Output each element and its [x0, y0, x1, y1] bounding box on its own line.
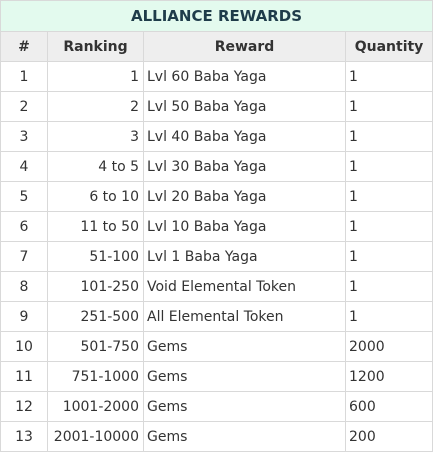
cell-number: 7 — [0, 241, 48, 272]
cell-number: 5 — [0, 181, 48, 212]
cell-number: 8 — [0, 271, 48, 302]
cell-quantity: 200 — [344, 421, 433, 452]
cell-ranking: 751-1000 — [47, 361, 144, 392]
cell-quantity: 600 — [344, 391, 433, 422]
cell-reward: Lvl 10 Baba Yaga — [143, 211, 346, 242]
cell-ranking: 4 to 5 — [47, 151, 144, 182]
cell-number: 3 — [0, 121, 48, 152]
table-row: 11 751-1000 Gems 1200 — [0, 361, 433, 392]
cell-number: 12 — [0, 391, 48, 422]
cell-quantity: 1 — [344, 181, 433, 212]
cell-ranking: 251-500 — [47, 301, 144, 332]
cell-number: 10 — [0, 331, 48, 362]
table-title: ALLIANCE REWARDS — [0, 0, 433, 32]
cell-reward: Gems — [143, 391, 346, 422]
cell-quantity: 1 — [344, 91, 433, 122]
cell-number: 2 — [0, 91, 48, 122]
table-row: 8 101-250 Void Elemental Token 1 — [0, 271, 433, 302]
table-row: 6 11 to 50 Lvl 10 Baba Yaga 1 — [0, 211, 433, 242]
column-header-reward: Reward — [143, 31, 346, 62]
table-row: 1 1 Lvl 60 Baba Yaga 1 — [0, 61, 433, 92]
table-row: 13 2001-10000 Gems 200 — [0, 421, 433, 452]
cell-ranking: 2001-10000 — [47, 421, 144, 452]
cell-reward: Lvl 60 Baba Yaga — [143, 61, 346, 92]
column-header-ranking: Ranking — [47, 31, 144, 62]
cell-quantity: 1 — [344, 301, 433, 332]
table-row: 12 1001-2000 Gems 600 — [0, 391, 433, 422]
column-header-quantity: Quantity — [344, 31, 433, 62]
cell-ranking: 1001-2000 — [47, 391, 144, 422]
cell-ranking: 2 — [47, 91, 144, 122]
cell-quantity: 1 — [344, 61, 433, 92]
cell-ranking: 51-100 — [47, 241, 144, 272]
cell-reward: Void Elemental Token — [143, 271, 346, 302]
cell-number: 1 — [0, 61, 48, 92]
table-title-row: ALLIANCE REWARDS — [0, 0, 433, 32]
cell-reward: All Elemental Token — [143, 301, 346, 332]
cell-reward: Lvl 30 Baba Yaga — [143, 151, 346, 182]
cell-reward: Lvl 50 Baba Yaga — [143, 91, 346, 122]
cell-ranking: 3 — [47, 121, 144, 152]
cell-reward: Lvl 40 Baba Yaga — [143, 121, 346, 152]
table-header-row: # Ranking Reward Quantity — [0, 31, 433, 62]
cell-quantity: 1 — [344, 121, 433, 152]
cell-quantity: 1 — [344, 241, 433, 272]
table-row: 3 3 Lvl 40 Baba Yaga 1 — [0, 121, 433, 152]
cell-ranking: 101-250 — [47, 271, 144, 302]
cell-quantity: 1200 — [344, 361, 433, 392]
table-row: 7 51-100 Lvl 1 Baba Yaga 1 — [0, 241, 433, 272]
cell-number: 9 — [0, 301, 48, 332]
cell-number: 13 — [0, 421, 48, 452]
cell-ranking: 1 — [47, 61, 144, 92]
cell-reward: Lvl 1 Baba Yaga — [143, 241, 346, 272]
cell-quantity: 1 — [344, 211, 433, 242]
table-row: 9 251-500 All Elemental Token 1 — [0, 301, 433, 332]
cell-quantity: 1 — [344, 271, 433, 302]
cell-reward: Gems — [143, 421, 346, 452]
table-row: 10 501-750 Gems 2000 — [0, 331, 433, 362]
column-header-number: # — [0, 31, 48, 62]
cell-reward: Lvl 20 Baba Yaga — [143, 181, 346, 212]
cell-ranking: 501-750 — [47, 331, 144, 362]
cell-reward: Gems — [143, 361, 346, 392]
table-row: 2 2 Lvl 50 Baba Yaga 1 — [0, 91, 433, 122]
cell-number: 4 — [0, 151, 48, 182]
cell-ranking: 11 to 50 — [47, 211, 144, 242]
cell-number: 6 — [0, 211, 48, 242]
cell-quantity: 1 — [344, 151, 433, 182]
cell-reward: Gems — [143, 331, 346, 362]
cell-number: 11 — [0, 361, 48, 392]
cell-ranking: 6 to 10 — [47, 181, 144, 212]
cell-quantity: 2000 — [344, 331, 433, 362]
